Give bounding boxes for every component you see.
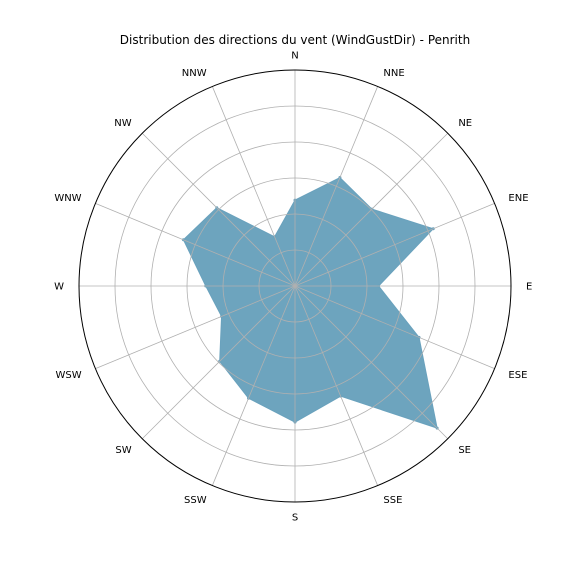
direction-label-wnw: WNW bbox=[54, 193, 81, 204]
direction-label-w: W bbox=[54, 282, 64, 293]
direction-label-sse: SSE bbox=[383, 495, 402, 506]
direction-label-e: E bbox=[526, 282, 532, 293]
direction-label-s: S bbox=[292, 513, 298, 524]
direction-label-ese: ESE bbox=[508, 370, 527, 381]
direction-label-ene: ENE bbox=[508, 193, 528, 204]
angular-gridline-sw bbox=[141, 285, 296, 440]
direction-label-nne: NNE bbox=[383, 68, 404, 79]
direction-label-ssw: SSW bbox=[184, 495, 207, 506]
angular-gridline-nne bbox=[294, 86, 379, 287]
angular-gridline-ene bbox=[294, 202, 495, 287]
angular-gridline-ne bbox=[294, 132, 449, 287]
angular-gridline-se bbox=[294, 285, 449, 440]
direction-label-wsw: WSW bbox=[55, 370, 81, 381]
polar-grid bbox=[78, 69, 512, 503]
chart-title: Distribution des directions du vent (Win… bbox=[120, 33, 470, 47]
angular-gridline-wsw bbox=[95, 285, 296, 370]
direction-labels: N NNE NE ENE E ESE SE SSE S SSW SW WSW W WNW NW NNW bbox=[54, 51, 532, 524]
angular-gridline-nnw bbox=[211, 86, 296, 287]
angular-gridline-wnw bbox=[95, 202, 296, 287]
direction-label-sw: SW bbox=[115, 445, 131, 456]
polar-frame bbox=[78, 69, 512, 503]
direction-label-nnw: NNW bbox=[182, 68, 207, 79]
angular-gridline-ssw bbox=[211, 285, 296, 486]
angular-gridline-nw bbox=[141, 132, 296, 287]
direction-label-se: SE bbox=[458, 445, 471, 456]
direction-label-n: N bbox=[291, 51, 298, 62]
direction-label-ne: NE bbox=[458, 118, 472, 129]
direction-label-nw: NW bbox=[114, 118, 131, 129]
angular-gridline-ese bbox=[294, 285, 495, 370]
angular-gridline-sse bbox=[294, 285, 379, 486]
